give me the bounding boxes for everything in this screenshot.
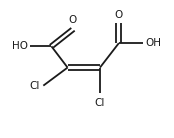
Text: OH: OH [146, 38, 162, 48]
Text: O: O [115, 10, 123, 20]
Text: HO: HO [13, 41, 29, 51]
Text: Cl: Cl [95, 98, 105, 108]
Text: O: O [69, 15, 77, 25]
Text: Cl: Cl [29, 81, 39, 91]
